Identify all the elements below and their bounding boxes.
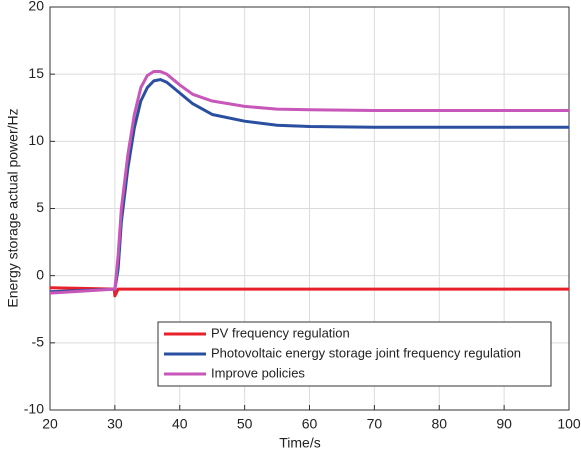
legend-label: PV frequency regulation — [211, 325, 350, 340]
x-axis-label: Time/s — [279, 435, 320, 451]
x-tick-label: 40 — [172, 416, 188, 432]
series-line — [49, 286, 569, 298]
legend-label: Photovoltaic energy storage joint freque… — [211, 345, 521, 360]
plot-frame — [49, 6, 570, 411]
x-tick-label: 70 — [367, 416, 383, 432]
y-tick-label: 20 — [28, 0, 44, 14]
y-tick-label: 0 — [36, 266, 44, 282]
x-tick-label: 90 — [496, 416, 512, 432]
x-tick-label: 20 — [42, 416, 58, 432]
x-tick-label: 100 — [557, 416, 581, 432]
y-tick-label: -10 — [24, 401, 44, 417]
x-tick-label: 80 — [431, 416, 447, 432]
y-tick-label: 5 — [36, 199, 44, 215]
x-tick-label: 60 — [302, 416, 318, 432]
y-tick-label: -5 — [32, 334, 45, 350]
legend-box — [157, 321, 552, 387]
y-axis-label: Energy storage actual power/Hz — [5, 108, 21, 307]
y-tick-label: 10 — [28, 132, 44, 148]
series-line — [49, 69, 569, 295]
y-tick-label: 15 — [28, 65, 44, 81]
legend-label: Improve policies — [211, 365, 305, 380]
x-tick-label: 50 — [237, 416, 253, 432]
x-tick-label: 30 — [107, 416, 123, 432]
